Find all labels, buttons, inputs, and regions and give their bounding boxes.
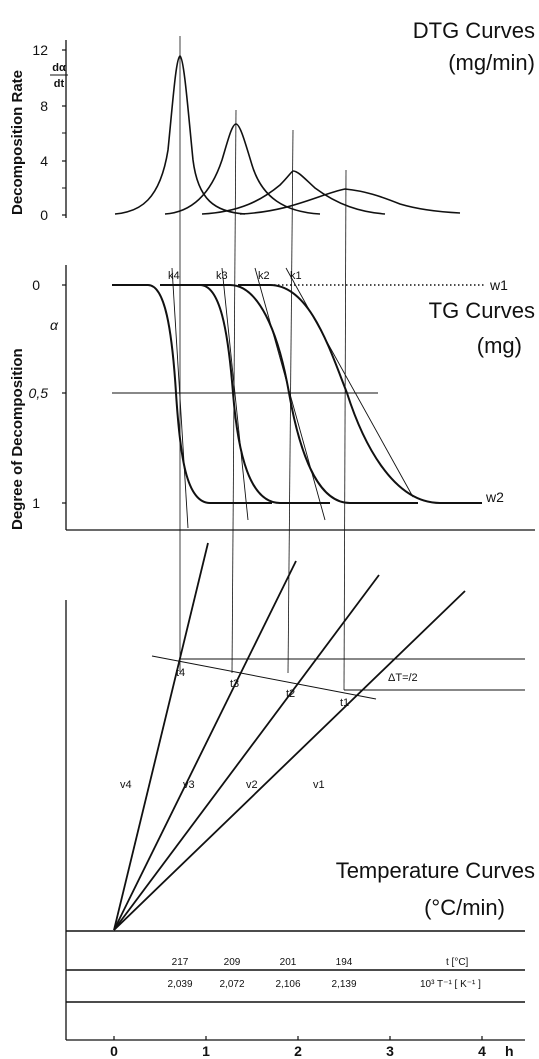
temperature-value: 209 [224, 957, 241, 968]
temperature-value: 201 [280, 957, 297, 968]
dtg-peak-1 [239, 188, 461, 215]
time-unit-label: h [505, 1043, 514, 1059]
heating-line-v3 [113, 560, 297, 931]
v-label: v3 [183, 779, 195, 791]
k-label: k1 [290, 270, 302, 282]
dtg-rate-symbol-numerator: dα [52, 62, 66, 74]
intersection-trend-line [151, 655, 377, 700]
reciprocal-value: 2,072 [219, 979, 244, 990]
guide-line-1 [343, 169, 347, 691]
v-label: v1 [313, 779, 325, 791]
t-label: t2 [286, 688, 295, 700]
time-tick-label: 0 [110, 1043, 118, 1059]
tg-tick-label: 0 [32, 277, 40, 293]
temperature-table: 217 209 201 194 t [°C] 2,039 2,072 2,106… [66, 930, 525, 1003]
temperature-value: 194 [336, 957, 353, 968]
t-label: t1 [340, 697, 349, 709]
temperature-title: Temperature Curves [336, 858, 535, 883]
delta-t-label: ΔT=/2 [388, 672, 418, 684]
t-label: t3 [230, 678, 239, 690]
w2-label: w2 [485, 489, 504, 505]
tg-curve-4 [112, 284, 272, 504]
reciprocal-value: 2,139 [331, 979, 356, 990]
dtg-peak-3 [164, 123, 321, 215]
time-axis: 0 1 2 3 4 h [66, 1036, 525, 1059]
tg-title: TG Curves [429, 298, 535, 323]
guide-line-3 [231, 109, 237, 674]
dtg-y-axis-label: Decomposition Rate [9, 70, 26, 215]
dtg-tick-label: 8 [40, 98, 48, 114]
tangent-line-3 [221, 267, 249, 521]
tg-panel: TG Curves (mg) Degree of Decomposition α… [9, 265, 535, 531]
k-label: k3 [216, 270, 228, 282]
temperature-panel: Temperature Curves (°C/min) ΔT=/2 t4 t3 … [65, 542, 535, 1040]
heating-line-v1 [113, 590, 466, 931]
temperature-unit-label: t [°C] [446, 957, 469, 968]
v-label: v4 [120, 779, 132, 791]
tangent-line-1 [285, 267, 414, 498]
dtg-title: DTG Curves [413, 18, 535, 43]
tg-curve-1 [238, 284, 482, 504]
reciprocal-value: 2,106 [275, 979, 300, 990]
time-tick-label: 1 [202, 1043, 210, 1059]
tg-curve-3 [160, 284, 330, 504]
w1-label: w1 [489, 277, 508, 293]
dtg-panel: DTG Curves (mg/min) Decomposition Rate 1… [9, 18, 535, 223]
guide-line-2 [287, 129, 294, 674]
alpha-symbol: α [50, 317, 59, 333]
dtg-tick-label: 12 [32, 42, 48, 58]
tg-tick-label: 1 [32, 495, 40, 511]
time-tick-label: 3 [386, 1043, 394, 1059]
temperature-value: 217 [172, 957, 189, 968]
tg-unit: (mg) [477, 333, 522, 358]
time-tick-label: 4 [478, 1043, 486, 1059]
dtg-tick-label: 4 [40, 153, 48, 169]
t-label: t4 [176, 667, 185, 679]
dtg-unit: (mg/min) [448, 50, 535, 75]
reciprocal-unit-label: 10³ T⁻¹ [ K⁻¹ ] [420, 979, 481, 990]
time-tick-label: 2 [294, 1043, 302, 1059]
temperature-unit: (°C/min) [424, 895, 505, 920]
reciprocal-value: 2,039 [167, 979, 192, 990]
tangent-line-2 [254, 267, 326, 521]
heating-line-v2 [113, 574, 380, 931]
k-label: k2 [258, 270, 270, 282]
dtg-rate-symbol-denominator: dt [54, 78, 65, 90]
dtg-tick-label: 0 [40, 207, 48, 223]
guide-lines [179, 36, 347, 691]
heating-line-v4 [113, 542, 209, 931]
tg-tick-label: 0,5 [29, 385, 49, 401]
tg-curve-2 [195, 284, 418, 504]
tg-y-axis-label: Degree of Decomposition [9, 348, 26, 530]
v-label: v2 [246, 779, 258, 791]
k-label: k4 [168, 270, 180, 282]
dtg-peak-2 [201, 170, 386, 215]
